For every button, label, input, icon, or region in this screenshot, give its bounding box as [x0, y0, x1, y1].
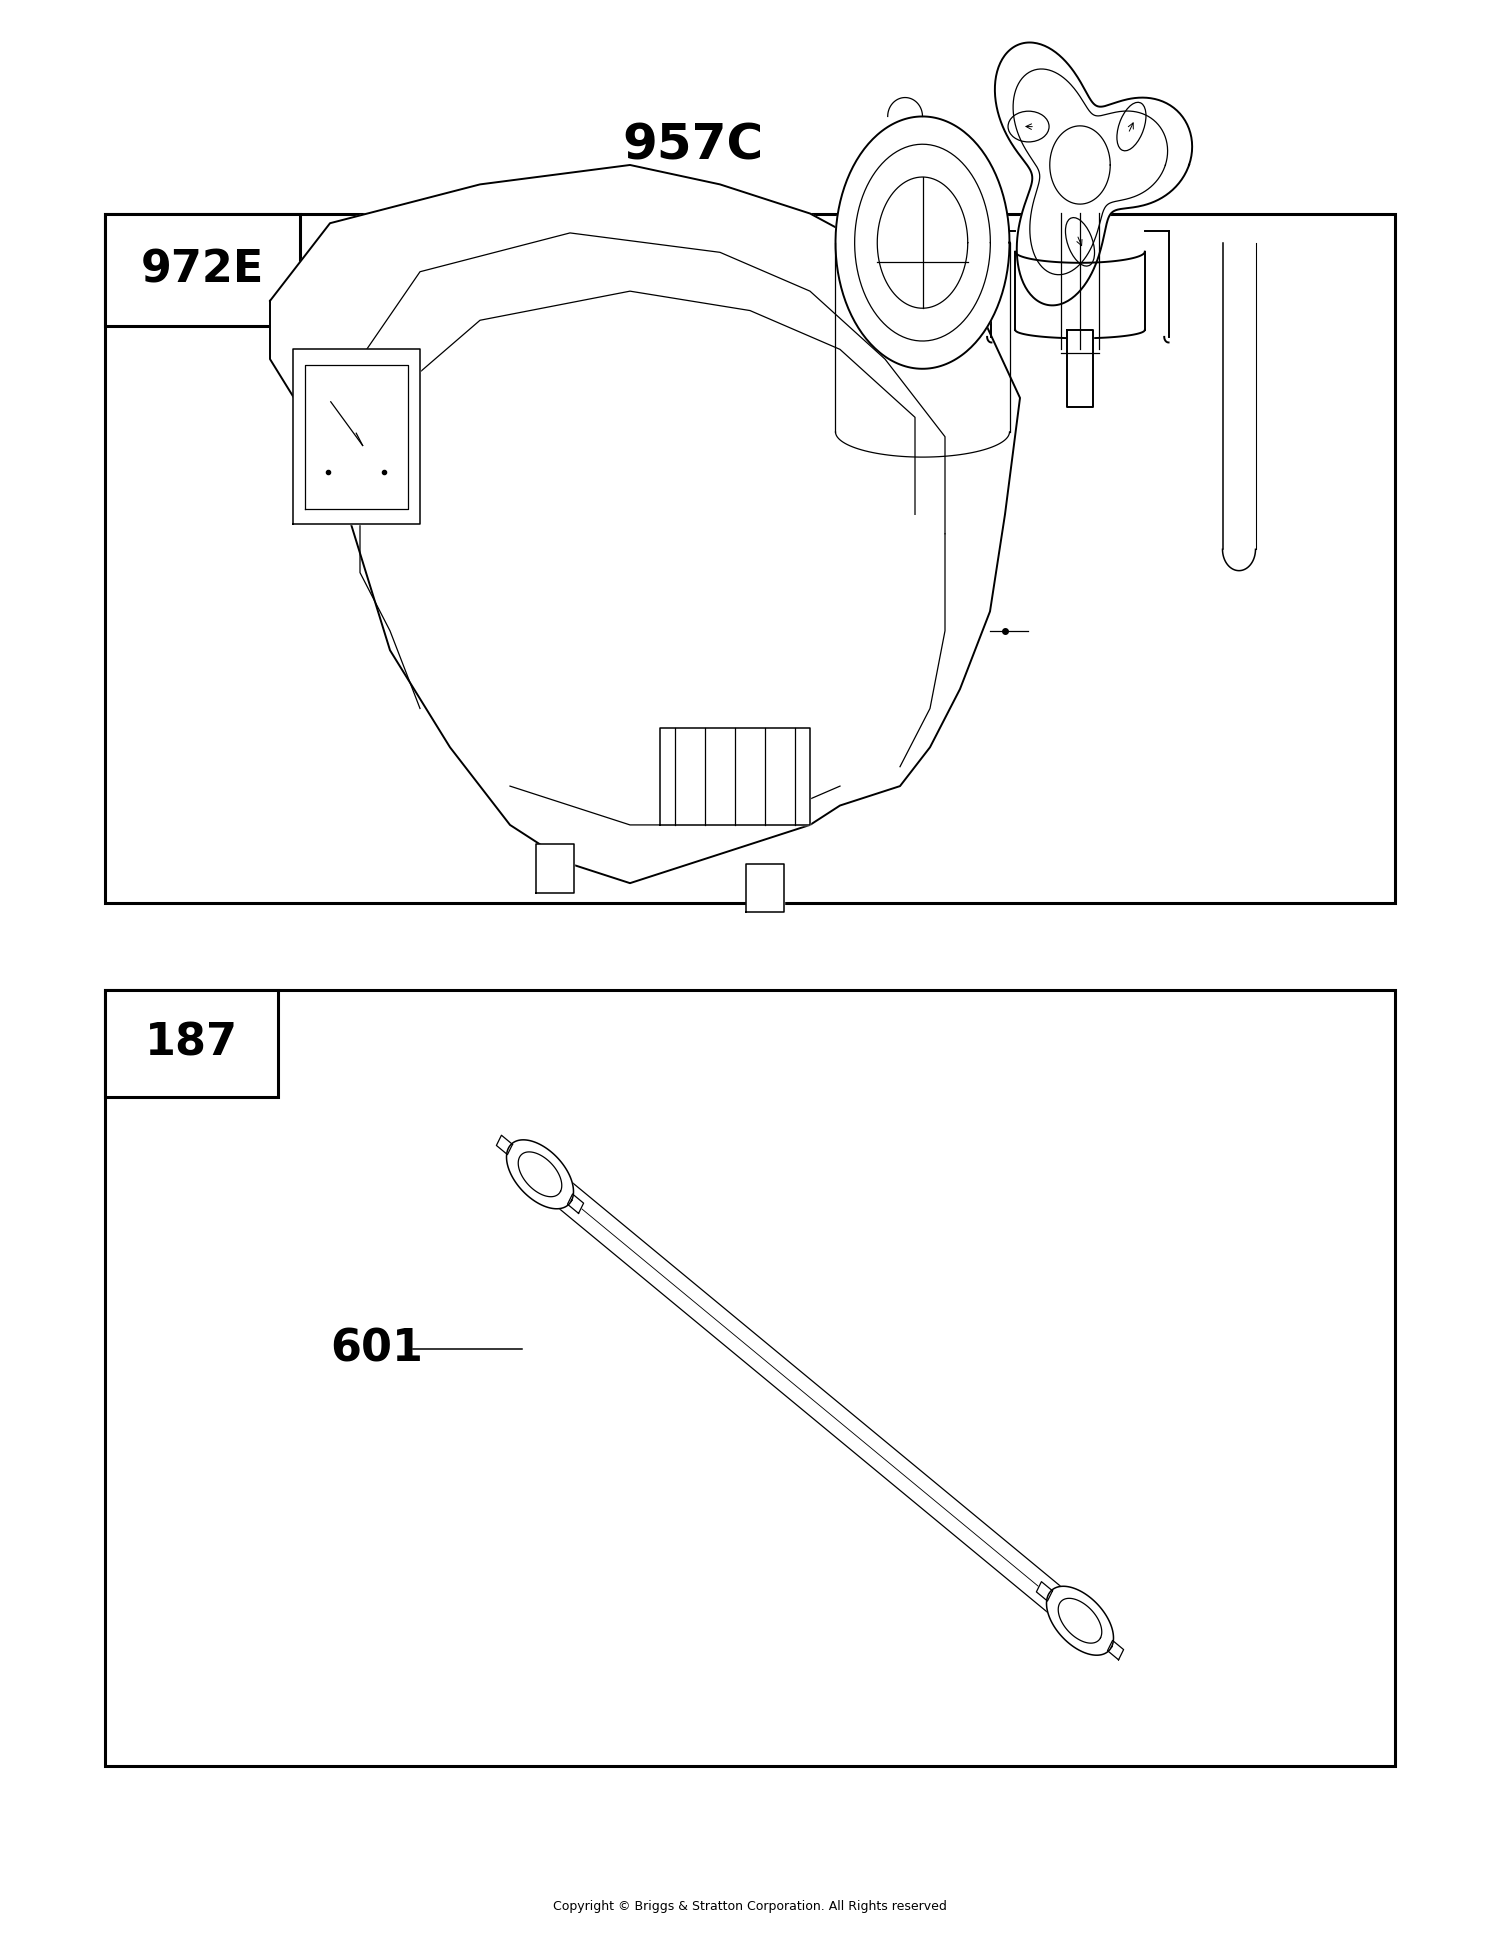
Polygon shape	[507, 1139, 573, 1209]
Text: 957C: 957C	[622, 122, 764, 169]
Polygon shape	[537, 844, 573, 893]
Bar	[105, 214, 1395, 903]
Polygon shape	[747, 864, 783, 912]
Polygon shape	[1047, 1586, 1113, 1656]
Polygon shape	[1036, 1582, 1053, 1601]
Text: Briggs &
Stratton: Briggs & Stratton	[555, 606, 675, 656]
Polygon shape	[1107, 1640, 1124, 1660]
Polygon shape	[994, 43, 1192, 305]
Polygon shape	[660, 728, 810, 825]
Text: Copyright © Briggs & Stratton Corporation. All Rights reserved: Copyright © Briggs & Stratton Corporatio…	[554, 1900, 946, 1912]
Polygon shape	[567, 1194, 584, 1213]
Polygon shape	[1066, 330, 1094, 408]
Bar	[105, 990, 1395, 1766]
Text: 601: 601	[330, 1328, 423, 1370]
Bar	[105, 990, 278, 1097]
Bar	[105, 214, 300, 326]
Polygon shape	[836, 116, 1010, 369]
Text: 972E: 972E	[141, 248, 264, 291]
Polygon shape	[270, 165, 1020, 883]
Polygon shape	[292, 349, 420, 524]
Polygon shape	[496, 1135, 513, 1155]
Text: 187: 187	[144, 1021, 237, 1066]
